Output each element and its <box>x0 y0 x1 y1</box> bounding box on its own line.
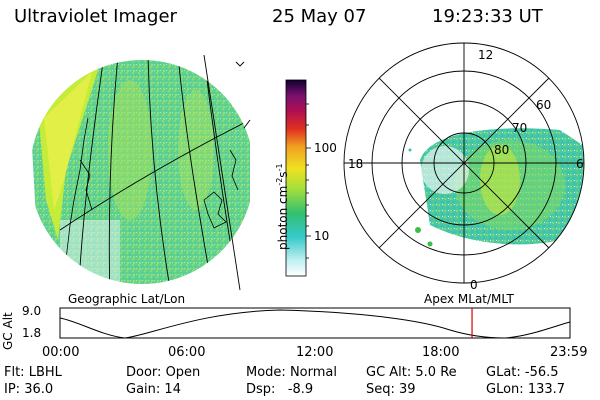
status-dsp: Dsp: -8.9 <box>246 382 314 397</box>
status-mode: Mode: Normal <box>246 365 337 380</box>
status-gain: Gain: 14 <box>126 382 181 397</box>
status-glat: GLat: -56.5 <box>486 365 559 380</box>
status-door: Door: Open <box>126 365 201 380</box>
mlt-label-12: 12 <box>478 48 494 62</box>
date-label: 25 May 07 <box>272 6 367 27</box>
apex-panel-label: Apex MLat/MLT <box>424 292 514 306</box>
lat-label-60: 60 <box>536 98 552 112</box>
status-glon: GLon: 133.7 <box>486 382 566 397</box>
altitude-ytick-bottom: 1.8 <box>22 326 42 340</box>
lat-label-80: 80 <box>494 143 510 157</box>
time-tick-1200: 12:00 <box>296 345 334 360</box>
mlt-label-6: 6 <box>576 157 584 171</box>
status-flt: Flt: LBHL <box>4 365 62 380</box>
time-tick-0000: 00:00 <box>42 345 80 360</box>
time-tick-1800: 18:00 <box>422 345 460 360</box>
time-tick-2359: 23:59 <box>550 345 588 360</box>
colorbar-tick-10: 10 <box>314 229 330 243</box>
mlt-label-0: 0 <box>470 278 478 292</box>
instrument-title: Ultraviolet Imager <box>14 6 177 27</box>
status-seq: Seq: 39 <box>366 382 416 397</box>
status-ip: IP: 36.0 <box>4 382 54 397</box>
time-label: 19:23:33 UT <box>432 6 543 27</box>
status-gc-alt: GC Alt: 5.0 Re <box>366 365 457 380</box>
mlt-label-18: 18 <box>348 157 364 171</box>
geographic-panel-label: Geographic Lat/Lon <box>68 292 186 306</box>
lat-label-70: 70 <box>512 121 528 135</box>
colorbar-tick-100: 100 <box>314 141 337 155</box>
altitude-ytick-top: 9.0 <box>22 304 42 318</box>
time-tick-0600: 06:00 <box>168 345 206 360</box>
